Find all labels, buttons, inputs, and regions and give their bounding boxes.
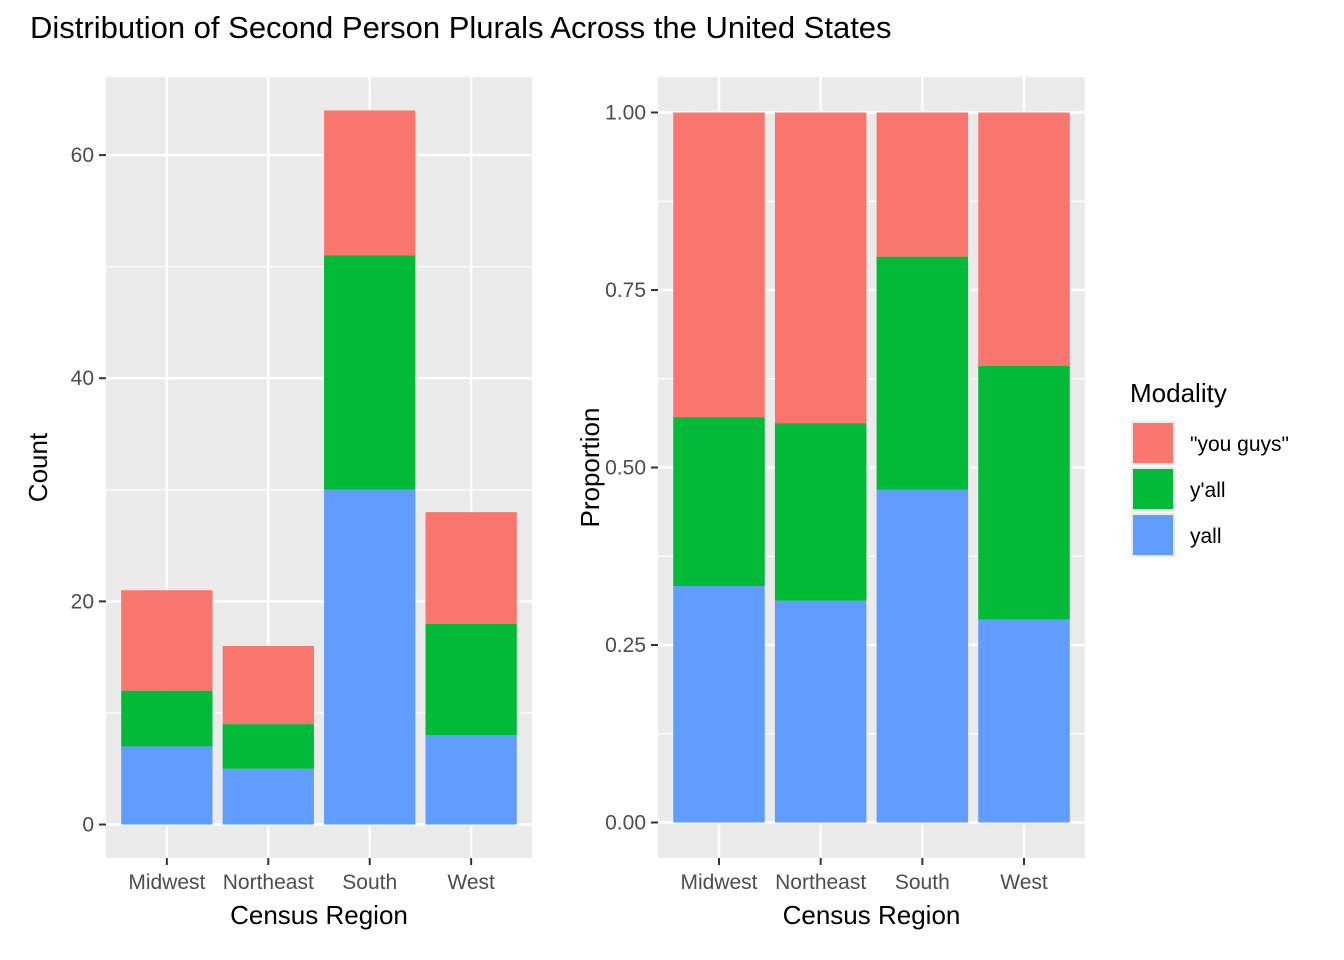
y-tick-label: 60 [71,144,94,167]
bar-segment [222,646,314,725]
legend-swatch [1133,469,1173,509]
bar-segment [324,489,416,825]
bar-segment [324,110,416,256]
chart-title: Distribution of Second Person Plurals Ac… [30,10,892,45]
bar-segment [876,112,969,257]
bar-segment [121,746,213,825]
bar-segment [673,586,765,823]
x-tick-label: Northeast [223,871,314,894]
x-axis-title: Census Region [783,900,961,930]
y-tick-label: 40 [71,367,94,390]
proportion-panel: 0.00 0.25 0.50 0.75 1.00 Midwest Northeast Sout… [575,77,1085,930]
legend-label: "you guys" [1190,433,1289,456]
y-tick-label: 0.00 [605,812,646,835]
y-tick-label: 0 [82,814,94,837]
x-tick-label: Northeast [775,871,866,894]
bar-segment [324,255,416,490]
legend-swatch [1133,423,1173,463]
x-tick-label: West [1000,871,1048,894]
bar-segment [774,600,867,823]
bar-segment [774,423,867,601]
bar-segment [876,256,969,490]
bar-segment [121,590,213,691]
bar-segment [876,489,969,823]
bar-segment [222,768,314,825]
legend-title: Modality [1130,378,1227,408]
bar-segment [673,112,765,418]
bar-segment [978,365,1070,620]
x-tick-label: South [895,871,950,894]
y-axis-title: Count [23,432,53,502]
bar-segment [978,619,1070,823]
legend-swatch [1133,515,1173,555]
y-axis-title: Proportion [575,408,605,528]
bar-segment [425,512,517,624]
bar-segment [673,417,765,587]
count-panel: 0 20 40 60 Midwest Northeast South West Census R… [23,77,532,930]
y-tick-label: 20 [71,590,94,613]
x-tick-label: West [447,871,495,894]
legend-label: yall [1190,525,1222,548]
legend: Modality "you guys" y'all yall [1130,378,1289,557]
y-tick-label: 1.00 [605,102,646,125]
x-tick-label: South [342,871,397,894]
bar-segment [774,112,867,424]
y-tick-label: 0.25 [605,634,646,657]
bar-segment [222,724,314,769]
bar-segment [121,690,213,747]
x-tick-label: Midwest [128,871,205,894]
bar-segment [425,735,517,825]
legend-label: y'all [1190,479,1226,502]
y-tick-label: 0.50 [605,457,646,480]
bar-segment [425,623,517,736]
y-tick-label: 0.75 [605,279,646,302]
bar-segment [978,112,1070,366]
x-tick-label: Midwest [680,871,757,894]
x-axis-title: Census Region [230,900,408,930]
